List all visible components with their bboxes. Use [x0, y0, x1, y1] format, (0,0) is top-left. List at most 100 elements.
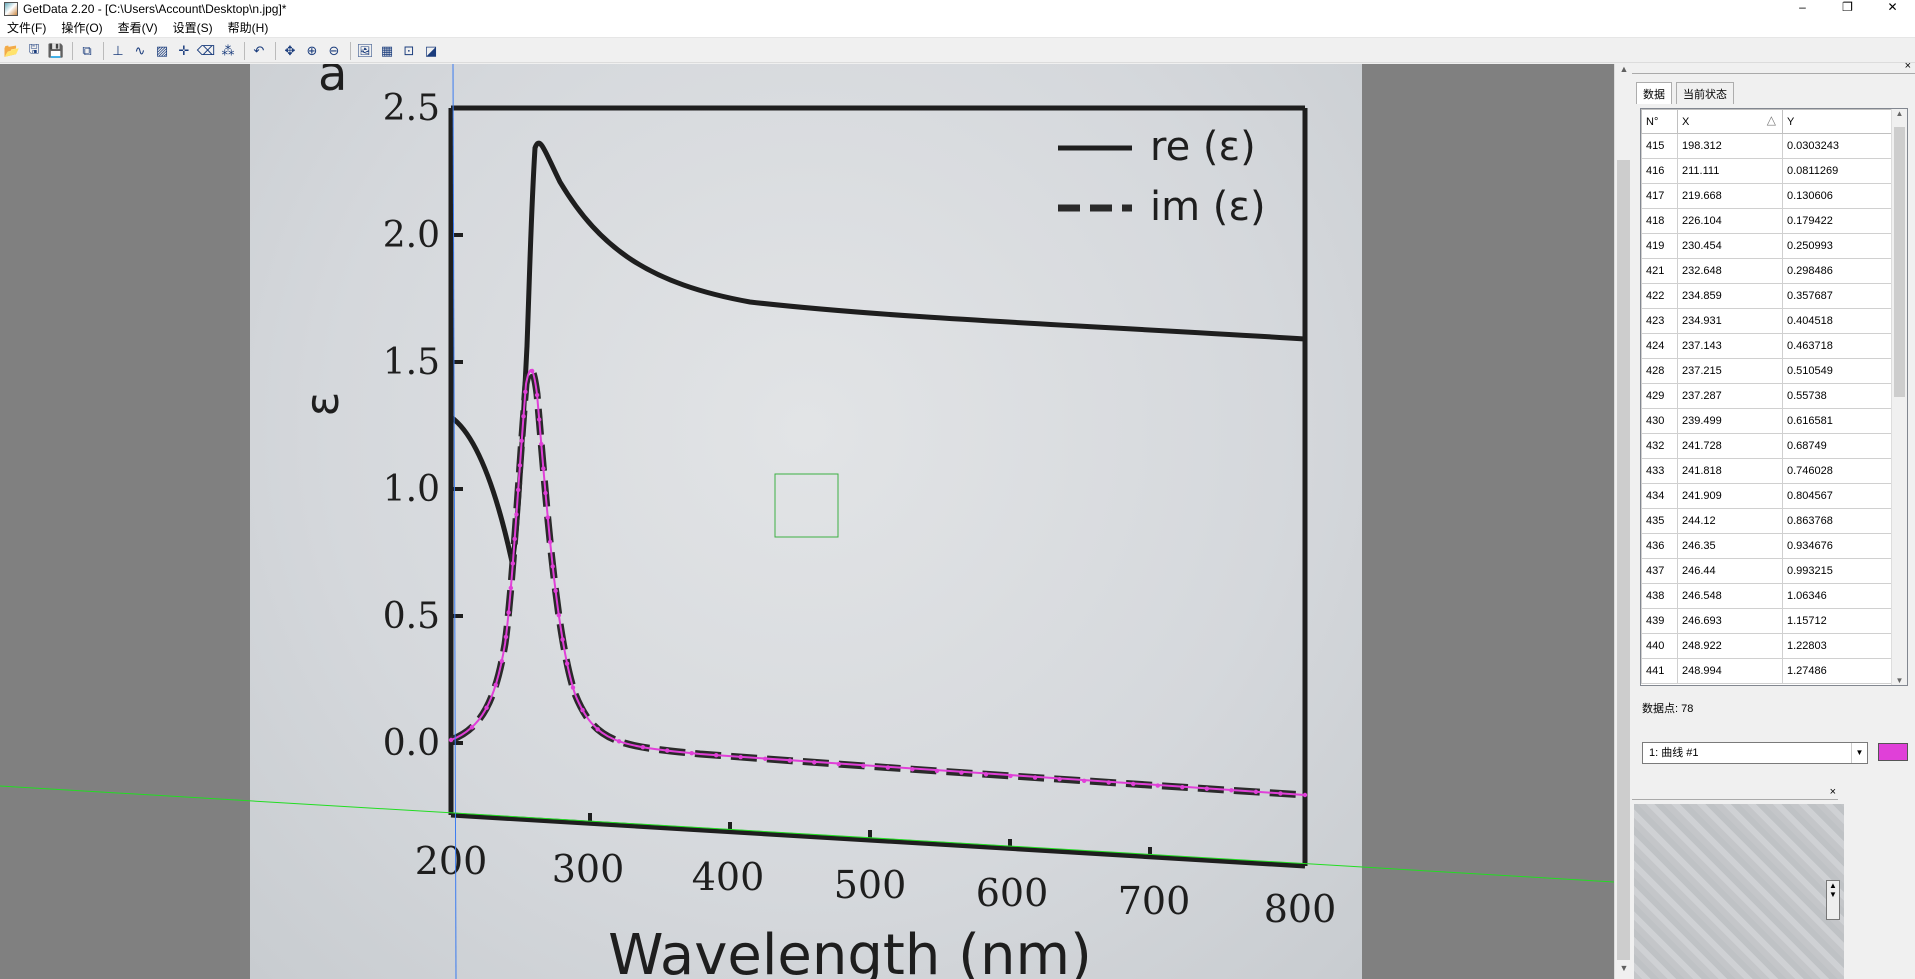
table-row[interactable]: 430 239.499 0.616581	[1641, 408, 1892, 434]
cell-x[interactable]: 241.909	[1677, 483, 1783, 509]
cell-index[interactable]: 417	[1641, 183, 1678, 209]
point-capture-icon[interactable]: ✛	[178, 42, 190, 58]
table-row[interactable]: 441 248.994 1.27486	[1641, 658, 1892, 684]
save-as-icon[interactable]: 🖫	[28, 40, 40, 56]
cell-y[interactable]: 1.22803	[1782, 633, 1892, 659]
cell-y[interactable]: 0.863768	[1782, 508, 1892, 534]
table-row[interactable]: 439 246.693 1.15712	[1641, 608, 1892, 634]
cell-index[interactable]: 433	[1641, 458, 1678, 484]
graph-icon[interactable]: ◪	[424, 42, 438, 58]
data-table[interactable]: N° X △ Y 415 198.312 0.0303243 416 211.111 0.0…	[1640, 108, 1908, 686]
x-axis-calibration-line[interactable]	[0, 785, 1614, 883]
menu-help[interactable]: 帮助(H)	[227, 21, 269, 35]
zoom-out-icon[interactable]: ⊖	[328, 42, 340, 58]
cell-y[interactable]: 1.27486	[1782, 658, 1892, 684]
cell-y[interactable]: 1.15712	[1782, 608, 1892, 634]
close-icon[interactable]: ×	[1904, 60, 1911, 72]
cell-index[interactable]: 436	[1641, 533, 1678, 559]
open-icon[interactable]: 📂	[3, 42, 21, 58]
eraser-icon[interactable]: ⌫	[196, 42, 216, 58]
cell-x[interactable]: 248.994	[1677, 658, 1783, 684]
cell-y[interactable]: 0.804567	[1782, 483, 1892, 509]
cell-index[interactable]: 429	[1641, 383, 1678, 409]
menu-file[interactable]: 文件(F)	[7, 21, 47, 35]
cell-x[interactable]: 198.312	[1677, 133, 1783, 159]
menu-view[interactable]: 查看(V)	[117, 21, 158, 35]
minimize-button[interactable]: –	[1799, 0, 1806, 14]
chevron-down-icon[interactable]: ▼	[1851, 743, 1867, 763]
cell-x[interactable]: 211.111	[1677, 158, 1783, 184]
menu-settings[interactable]: 设置(S)	[172, 21, 213, 35]
cell-y[interactable]: 0.404518	[1782, 308, 1892, 334]
cell-index[interactable]: 424	[1641, 333, 1678, 359]
table-row[interactable]: 423 234.931 0.404518	[1641, 308, 1892, 334]
cell-x[interactable]: 219.668	[1677, 183, 1783, 209]
table-row[interactable]: 438 246.548 1.06346	[1641, 583, 1892, 609]
undo-icon[interactable]: ↶	[253, 42, 265, 58]
cell-index[interactable]: 422	[1641, 283, 1678, 309]
area-trace-icon[interactable]: ▨	[155, 42, 169, 58]
cell-y[interactable]: 0.746028	[1782, 458, 1892, 484]
table-scrollbar-thumb[interactable]	[1894, 127, 1905, 397]
cell-x[interactable]: 239.499	[1677, 408, 1783, 434]
zoom-spin-control[interactable]: ▲ ▼	[1826, 880, 1840, 920]
cell-index[interactable]: 423	[1641, 308, 1678, 334]
table-row[interactable]: 421 232.648 0.298486	[1641, 258, 1892, 284]
image-workspace[interactable]: re (ε) im (ε) 2.5 2.0 1.5 1.0 0.5 0.0 20…	[0, 64, 1614, 979]
restore-button[interactable]: ❐	[1842, 0, 1853, 14]
scroll-up-icon[interactable]: ▲	[1619, 64, 1629, 74]
cell-x[interactable]: 234.931	[1677, 308, 1783, 334]
table-row[interactable]: 428 237.215 0.510549	[1641, 358, 1892, 384]
cell-y[interactable]: 0.463718	[1782, 333, 1892, 359]
cell-x[interactable]: 248.922	[1677, 633, 1783, 659]
cell-x[interactable]: 234.859	[1677, 283, 1783, 309]
table-row[interactable]: 434 241.909 0.804567	[1641, 483, 1892, 509]
cell-x[interactable]: 241.818	[1677, 458, 1783, 484]
grid-icon[interactable]: ▦	[380, 42, 394, 58]
cell-x[interactable]: 244.12	[1677, 508, 1783, 534]
zoom-in-icon[interactable]: ⊕	[306, 42, 318, 58]
cell-x[interactable]: 237.143	[1677, 333, 1783, 359]
cell-y[interactable]: 1.06346	[1782, 583, 1892, 609]
table-row[interactable]: 437 246.44 0.993215	[1641, 558, 1892, 584]
table-row[interactable]: 440 248.922 1.22803	[1641, 633, 1892, 659]
cell-x[interactable]: 226.104	[1677, 208, 1783, 234]
cell-index[interactable]: 421	[1641, 258, 1678, 284]
copy-icon[interactable]: ⧉	[82, 42, 92, 58]
table-row[interactable]: 416 211.111 0.0811269	[1641, 158, 1892, 184]
scale-icon[interactable]: ⊡	[403, 42, 415, 58]
cell-index[interactable]: 441	[1641, 658, 1678, 684]
save-icon[interactable]: 💾	[47, 42, 65, 58]
cell-index[interactable]: 428	[1641, 358, 1678, 384]
cell-x[interactable]: 241.728	[1677, 433, 1783, 459]
menu-operate[interactable]: 操作(O)	[61, 21, 103, 35]
cell-index[interactable]: 419	[1641, 233, 1678, 259]
y-axis-calibration-line[interactable]	[452, 64, 457, 979]
cell-index[interactable]: 439	[1641, 608, 1678, 634]
cell-y[interactable]: 0.0303243	[1782, 133, 1892, 159]
table-scrollbar[interactable]: ▲ ▼	[1891, 109, 1907, 685]
cell-index[interactable]: 437	[1641, 558, 1678, 584]
table-row[interactable]: 417 219.668 0.130606	[1641, 183, 1892, 209]
table-row[interactable]: 429 237.287 0.55738	[1641, 383, 1892, 409]
table-row[interactable]: 435 244.12 0.863768	[1641, 508, 1892, 534]
curve-color-swatch[interactable]	[1878, 743, 1908, 761]
digitize-icon[interactable]: ⁂	[221, 42, 235, 58]
cell-y[interactable]: 0.357687	[1782, 283, 1892, 309]
cell-x[interactable]: 237.287	[1677, 383, 1783, 409]
scroll-down-icon[interactable]: ▼	[1895, 676, 1904, 685]
cell-y[interactable]: 0.130606	[1782, 183, 1892, 209]
table-row[interactable]: 432 241.728 0.68749	[1641, 433, 1892, 459]
cell-x[interactable]: 230.454	[1677, 233, 1783, 259]
cell-x[interactable]: 232.648	[1677, 258, 1783, 284]
scrollbar-thumb[interactable]	[1617, 160, 1630, 960]
axes-icon[interactable]: ⊥	[112, 42, 124, 58]
cell-index[interactable]: 432	[1641, 433, 1678, 459]
cell-y[interactable]: 0.68749	[1782, 433, 1892, 459]
cell-y[interactable]: 0.298486	[1782, 258, 1892, 284]
column-header-y[interactable]: Y	[1782, 109, 1892, 134]
close-icon[interactable]: ×	[1829, 786, 1836, 798]
cell-x[interactable]: 246.44	[1677, 558, 1783, 584]
cell-y[interactable]: 0.993215	[1782, 558, 1892, 584]
scroll-up-icon[interactable]: ▲	[1895, 109, 1904, 118]
